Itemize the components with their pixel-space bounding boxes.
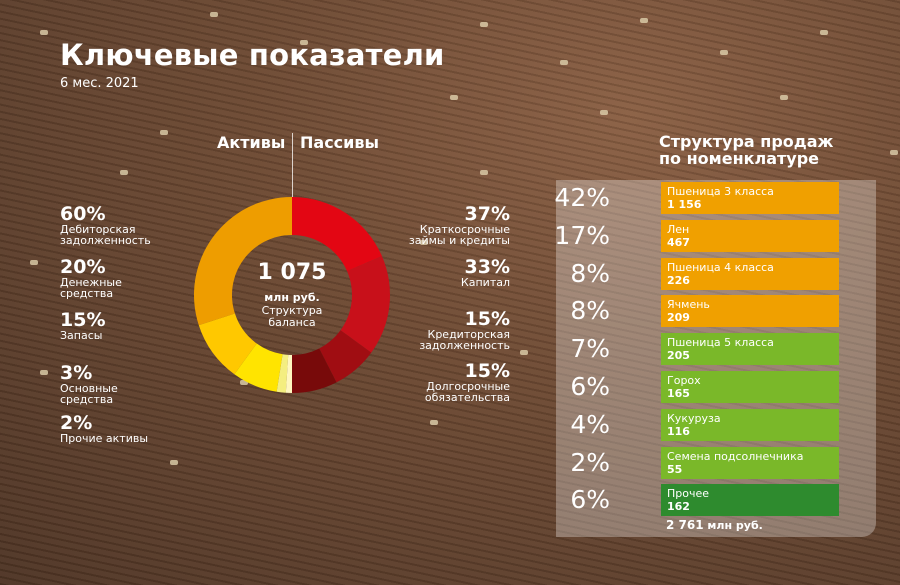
donut-center-unit: млн руб. [264, 291, 320, 304]
sales-row-value: 467 [667, 235, 690, 249]
sales-row: 8% Пшеница 4 класса 226 [556, 257, 876, 290]
donut-segment-liability [340, 256, 390, 353]
sales-row-name: Горох [667, 374, 701, 387]
asset-legend-item: 2% Прочие активы [60, 412, 149, 445]
asset-legend-label: Дебиторская задолженность [60, 223, 151, 247]
asset-legend-pct: 20% [60, 256, 106, 278]
liability-legend-pct: 37% [464, 203, 510, 225]
liability-legend-pct: 15% [464, 360, 510, 382]
liability-legend-label: Долгосрочные обязательства [424, 380, 510, 404]
donut-segment-liability [319, 330, 372, 383]
sales-structure-title: Структура продаж по номенклатуре [659, 132, 834, 168]
sales-row: 42% Пшеница 3 класса 1 156 [554, 182, 876, 214]
donut-segment-asset [285, 354, 292, 393]
sales-row-pct: 6% [570, 485, 610, 515]
asset-legend-pct: 2% [60, 412, 93, 434]
sales-row-value: 162 [667, 500, 690, 514]
header-divider [292, 133, 293, 197]
liability-legend-label: Кредиторская задолженность [419, 328, 510, 352]
sales-row-name: Пшеница 3 класса [667, 185, 774, 198]
balance-donut-chart [193, 197, 390, 393]
liability-legend-item: 37% Краткосрочные займы и кредиты [380, 203, 510, 247]
asset-legend-item: 3% Основные средства [60, 362, 118, 406]
sales-row-pct: 6% [570, 372, 610, 401]
sales-row-value: 226 [667, 273, 690, 287]
page-subtitle: 6 мес. 2021 [60, 76, 139, 91]
sales-row-bar: Пшеница 5 класса 205 [661, 333, 839, 366]
asset-legend-label: Денежные средства [60, 276, 122, 300]
asset-legend-label: Основные средства [60, 382, 118, 406]
donut-segment-asset [276, 354, 289, 393]
sales-total-unit: млн руб. [707, 519, 763, 532]
asset-legend-label: Запасы [60, 329, 103, 342]
asset-legend-item: 15% Запасы [60, 309, 106, 342]
sales-row-bar: Пшеница 4 класса 226 [661, 257, 839, 290]
donut-segment-asset [193, 197, 292, 326]
liability-legend-pct: 33% [464, 256, 510, 278]
asset-legend-item: 60% Дебиторская задолженность [60, 203, 151, 247]
liability-legend-label: Капитал [460, 276, 510, 289]
donut-center-label: Структура баланса [261, 304, 323, 329]
sales-row: 6% Горох 165 [556, 371, 876, 403]
liability-legend-item: 15% Долгосрочные обязательства [380, 360, 510, 404]
donut-center-value: 1 075 [257, 260, 327, 285]
asset-legend-label: Прочие активы [60, 432, 149, 445]
sales-row-name: Пшеница 5 класса [667, 336, 774, 350]
donut-segment-liability [292, 197, 382, 272]
sales-row-bar: Ячмень 209 [661, 295, 839, 328]
page-title: Ключевые показатели [60, 38, 445, 72]
sales-row-value: 209 [667, 311, 690, 325]
assets-header: Активы [217, 133, 286, 152]
sales-row-pct: 8% [570, 296, 610, 326]
sales-row-pct: 4% [570, 409, 610, 439]
sales-row-value: 205 [667, 349, 690, 363]
sales-row-bar: Прочее 162 [661, 484, 839, 517]
sales-row: 17% Лен 467 [554, 219, 876, 252]
sales-row-bar: Семена подсолнечника 55 [661, 446, 839, 479]
sales-row: 6% Прочее 162 [556, 484, 876, 517]
sales-row-bar: Пшеница 3 класса 1 156 [661, 182, 839, 214]
sales-row: 2% Семена подсолнечника 55 [556, 446, 876, 479]
donut-segment-liability [292, 348, 337, 393]
donut-segment-asset [198, 313, 257, 375]
liability-legend-item: 33% Капитал [380, 256, 510, 289]
liability-legend-pct: 15% [464, 308, 510, 330]
sales-row-pct: 2% [570, 447, 610, 477]
sales-row-name: Ячмень [667, 298, 710, 312]
liabilities-header: Пассивы [300, 133, 379, 152]
sales-structure-panel: 42% Пшеница 3 класса 1 156 17% Лен 467 8% Пшени… [554, 180, 876, 537]
donut-segment-asset [234, 343, 283, 392]
sales-row-pct: 42% [554, 183, 610, 212]
liability-legend-item: 15% Кредиторская задолженность [380, 308, 510, 352]
asset-legend-item: 20% Денежные средства [60, 256, 122, 300]
sales-row-pct: 7% [570, 334, 610, 364]
sales-row: 8% Ячмень 209 [556, 295, 876, 328]
sales-row: 4% Кукуруза 116 [556, 408, 876, 441]
sales-row-name: Семена подсолнечника [667, 449, 804, 463]
sales-row-name: Кукуруза [667, 411, 721, 425]
sales-row-bar: Лен 467 [661, 219, 839, 252]
liability-legend-label: Краткосрочные займы и кредиты [408, 223, 510, 247]
sales-row-bar: Горох 165 [661, 371, 839, 403]
sales-row-pct: 8% [570, 258, 610, 288]
sales-row-name: Пшеница 4 класса [667, 260, 774, 274]
sales-row-value: 116 [667, 424, 690, 438]
sales-total: 2 761 млн руб. [666, 518, 763, 532]
sales-row-pct: 17% [554, 220, 610, 250]
sales-row-name: Прочее [667, 487, 710, 501]
sales-row-value: 1 156 [667, 198, 702, 211]
asset-legend-pct: 15% [60, 309, 106, 331]
sales-row-name: Лен [667, 222, 690, 236]
sales-row-bar: Кукуруза 116 [661, 408, 839, 441]
sales-row: 7% Пшеница 5 класса 205 [556, 333, 876, 366]
asset-legend-pct: 3% [60, 362, 93, 384]
sales-total-value: 2 761 [666, 518, 704, 532]
asset-legend-pct: 60% [60, 203, 106, 225]
sales-row-value: 165 [667, 387, 690, 400]
sales-row-value: 55 [667, 462, 683, 476]
